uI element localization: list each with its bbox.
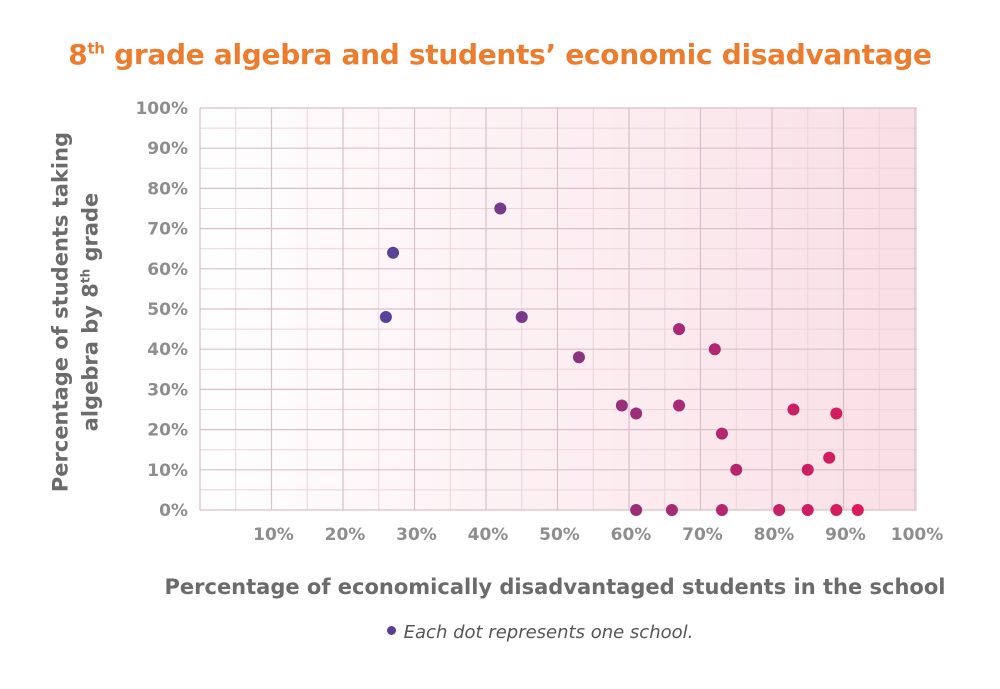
data-point	[830, 407, 843, 420]
data-point	[715, 427, 728, 440]
data-point	[801, 504, 814, 516]
data-point	[630, 407, 643, 420]
y-tick-label: 60%	[147, 260, 188, 280]
y-tick-label: 90%	[147, 139, 188, 159]
data-point	[515, 311, 528, 324]
x-tick-label: 70%	[682, 525, 723, 545]
y-tick-label: 80%	[147, 179, 188, 199]
data-point	[494, 202, 507, 215]
x-tick-label: 90%	[825, 525, 866, 545]
data-point	[830, 504, 843, 516]
data-point	[715, 504, 728, 516]
data-point	[730, 463, 743, 476]
y-tick-label: 10%	[147, 461, 188, 481]
data-point	[801, 463, 814, 476]
y-tick-label: 20%	[147, 421, 188, 441]
chart-title-prefix: 8	[68, 38, 88, 71]
x-tick-label: 100%	[891, 525, 944, 545]
x-tick-label: 80%	[754, 525, 795, 545]
x-tick-label: 40%	[468, 525, 509, 545]
data-point	[379, 311, 392, 324]
data-point	[665, 504, 678, 516]
legend-text: Each dot represents one school.	[403, 622, 694, 643]
x-tick-label: 60%	[611, 525, 652, 545]
y-tick-label: 40%	[147, 340, 188, 360]
y-axis-label: Percentage of students taking algebra by…	[49, 102, 104, 522]
data-point	[787, 403, 800, 416]
x-tick-label: 30%	[396, 525, 437, 545]
y-axis-ticks: 0% 10% 20% 30% 40% 50% 60% 70% 80% 90% 100%	[135, 99, 188, 521]
data-point	[851, 504, 864, 516]
chart-title-rest: grade algebra and students’ economic dis…	[104, 38, 932, 71]
data-point	[615, 399, 628, 412]
y-tick-label: 50%	[147, 300, 188, 320]
x-axis-label: Percentage of economically disadvantaged…	[164, 575, 946, 599]
data-point	[708, 343, 721, 356]
data-point	[773, 504, 786, 516]
chart-title: 8th grade algebra and students’ economic…	[0, 38, 1000, 71]
data-points	[379, 202, 864, 516]
chart-title-superscript: th	[87, 39, 105, 58]
x-axis-ticks: 10% 20% 30% 40% 50% 60% 70% 80% 90% 100%	[253, 525, 943, 545]
x-tick-label: 10%	[253, 525, 294, 545]
data-point	[572, 351, 585, 364]
y-axis-label-line1: Percentage of students taking	[48, 131, 73, 493]
grid-major	[199, 107, 917, 511]
y-tick-label: 100%	[135, 99, 188, 119]
data-point	[823, 451, 836, 464]
legend-dot-icon	[386, 626, 396, 635]
data-point	[673, 399, 686, 412]
data-point	[673, 323, 686, 336]
y-tick-label: 0%	[159, 501, 188, 521]
x-tick-label: 50%	[539, 525, 580, 545]
legend: Each dot represents one school.	[0, 622, 1000, 643]
y-axis-label-line2: algebra by 8th grade	[78, 192, 103, 432]
y-tick-label: 30%	[147, 380, 188, 400]
y-tick-label: 70%	[147, 220, 188, 240]
x-tick-label: 20%	[325, 525, 366, 545]
data-point	[630, 504, 643, 516]
data-point	[387, 246, 400, 259]
